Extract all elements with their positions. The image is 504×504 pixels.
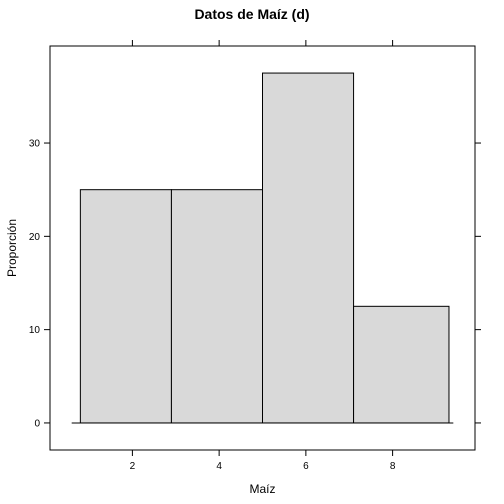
x-tick-label: 6 bbox=[303, 461, 309, 472]
axis-ticks: 2 4 6 8 0 10 20 30 bbox=[29, 40, 481, 472]
y-tick-label: 20 bbox=[29, 232, 41, 243]
x-axis-label: Maíz bbox=[249, 482, 275, 496]
chart-title: Datos de Maíz (d) bbox=[194, 6, 309, 22]
y-axis-label: Proporción bbox=[5, 219, 19, 277]
histogram-bar-4 bbox=[353, 305, 450, 424]
histogram-bar-2 bbox=[170, 189, 263, 424]
histogram-bar-3 bbox=[262, 72, 355, 424]
x-tick-label: 2 bbox=[130, 461, 136, 472]
plot-frame bbox=[49, 45, 476, 451]
histogram-bars bbox=[79, 72, 450, 424]
histogram-bar-1 bbox=[79, 189, 172, 424]
x-tick-label: 4 bbox=[216, 461, 222, 472]
y-tick-label: 10 bbox=[29, 325, 41, 336]
y-tick-label: 30 bbox=[29, 139, 41, 150]
y-tick-label: 0 bbox=[34, 418, 40, 429]
x-tick-label: 8 bbox=[390, 461, 396, 472]
